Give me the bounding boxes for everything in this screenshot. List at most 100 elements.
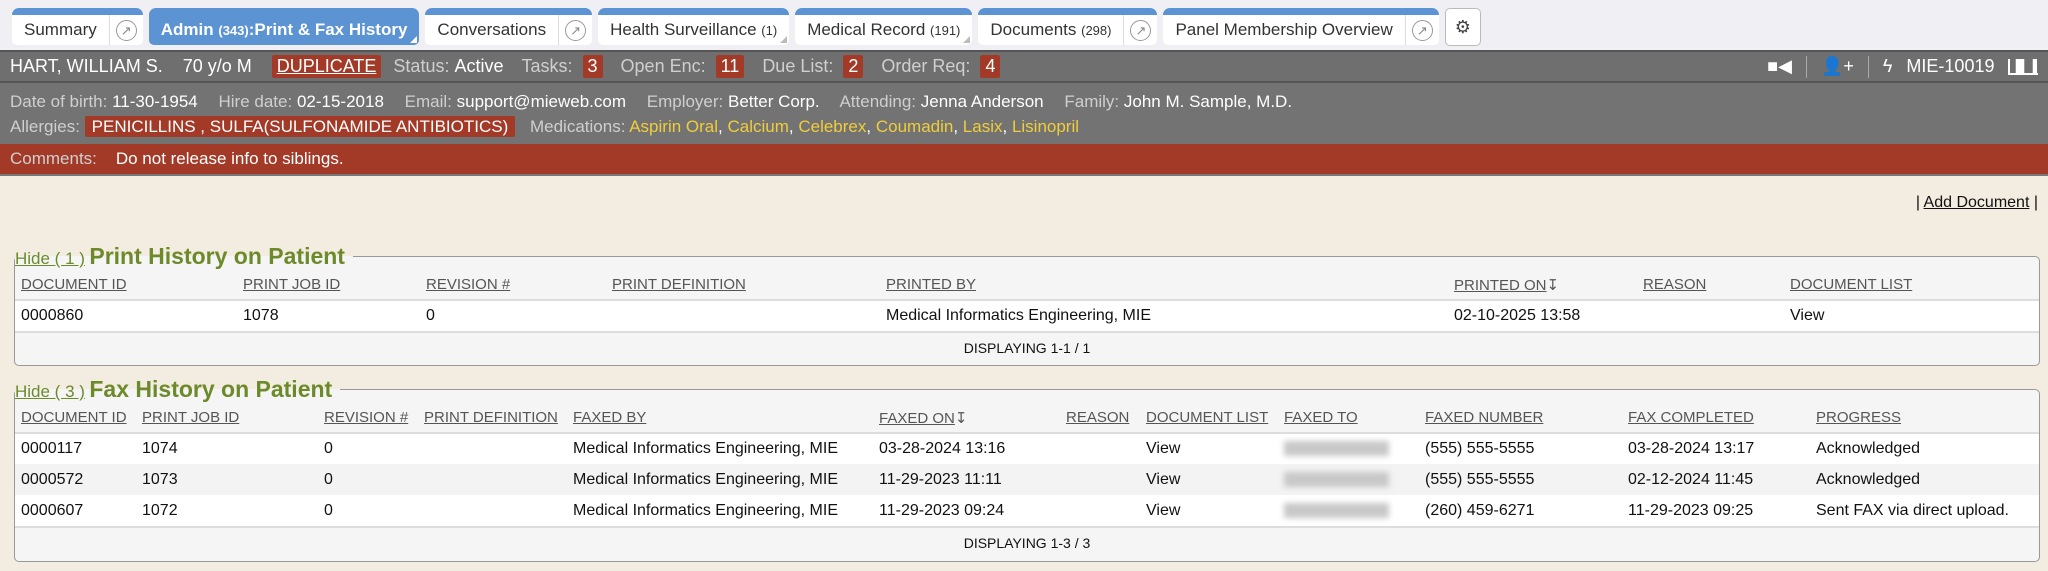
medication-item[interactable]: Lisinopril: [1011, 117, 1080, 136]
bar-chart-icon[interactable]: ▐▌▐: [2008, 58, 2038, 75]
column-header[interactable]: DOCUMENT ID: [15, 403, 136, 434]
table-row[interactable]: 0000607 1072 0 Medical Informatics Engineer…: [15, 495, 2039, 526]
column-header[interactable]: DOCUMENT LIST: [1140, 403, 1278, 434]
header-actions: ■◀ 👤+ ϟ MIE-10019 ▐▌▐: [1767, 52, 2038, 81]
column-header[interactable]: DOCUMENT LIST: [1784, 270, 2039, 301]
column-header-label: FAXED NUMBER: [1425, 409, 1544, 426]
table-cell: 11-29-2023 09:24: [873, 495, 1060, 526]
popout-icon[interactable]: ↗: [558, 15, 592, 45]
email-value: support@mieweb.com: [456, 92, 626, 111]
family-label: Family:: [1064, 92, 1120, 111]
hide-print-history-link[interactable]: Hide ( 1 ): [15, 249, 85, 268]
hire-value: 02-15-2018: [296, 92, 384, 111]
table-cell[interactable]: View: [1140, 433, 1278, 464]
column-header-label: PROGRESS: [1816, 409, 1902, 426]
table-cell[interactable]: View: [1140, 464, 1278, 495]
table-cell: 11-29-2023 09:25: [1622, 495, 1810, 526]
column-header[interactable]: FAXED BY: [567, 403, 873, 434]
due-list-badge[interactable]: 2: [843, 55, 864, 78]
column-header-label: PRINTED ON: [1454, 276, 1547, 294]
column-header[interactable]: PRINT DEFINITION: [418, 403, 567, 434]
table-cell: [418, 464, 567, 495]
tab-label: Admin (343):Print & Fax History: [149, 20, 420, 40]
table-cell: 03-28-2024 13:16: [873, 433, 1060, 464]
employer-value: Better Corp.: [728, 92, 820, 111]
column-header[interactable]: FAXED NUMBER: [1419, 403, 1622, 434]
popout-icon[interactable]: ↗: [1404, 15, 1439, 45]
print-history-section: Hide ( 1 ) Print History on Patient DOCU…: [14, 243, 2040, 366]
table-row[interactable]: 0000572 1073 0 Medical Informatics Engineer…: [15, 464, 2039, 495]
hide-fax-history-link[interactable]: Hide ( 3 ): [15, 382, 85, 401]
medication-item[interactable]: Calcium: [727, 117, 789, 136]
column-header[interactable]: FAX COMPLETED: [1622, 403, 1810, 434]
add-user-icon[interactable]: 👤+: [1820, 56, 1854, 76]
table-row[interactable]: 0000117 1074 0 Medical Informatics Engineer…: [15, 433, 2039, 464]
table-cell: [418, 495, 567, 526]
section-title: Print History on Patient: [89, 243, 345, 269]
tab-label: Panel Membership Overview: [1175, 20, 1393, 39]
table-cell[interactable]: View: [1784, 300, 2039, 331]
popout-icon[interactable]: ↗: [108, 15, 143, 45]
column-header-label: DOCUMENT ID: [21, 409, 127, 426]
tab-health-surveillance[interactable]: Health Surveillance (1): [598, 8, 790, 45]
column-header[interactable]: PRINT DEFINITION: [606, 270, 880, 301]
column-header[interactable]: PRINT JOB ID: [237, 270, 420, 301]
medication-item[interactable]: Celebrex: [798, 117, 867, 136]
tab-medical-record[interactable]: Medical Record (191): [795, 8, 973, 45]
table-cell: 0: [318, 433, 418, 464]
sort-desc-icon[interactable]: ↧: [1546, 276, 1560, 294]
duplicate-badge[interactable]: DUPLICATE: [271, 55, 382, 78]
medication-item[interactable]: Lasix: [962, 117, 1003, 136]
order-req-badge[interactable]: 4: [980, 55, 1001, 78]
open-enc-badge[interactable]: 11: [715, 55, 745, 78]
tab-panel-membership[interactable]: Panel Membership Overview ↗: [1163, 8, 1439, 45]
table-cell: Medical Informatics Engineering, MIE: [567, 464, 873, 495]
family-value: John M. Sample, M.D.: [1123, 92, 1293, 111]
column-header-label: PRINT DEFINITION: [424, 409, 558, 426]
add-document-link[interactable]: Add Document: [1923, 194, 2030, 211]
tab-conversations[interactable]: Conversations ↗: [425, 8, 593, 45]
medication-item[interactable]: Coumadin: [875, 117, 954, 136]
pagination-status: DISPLAYING 1-3 / 3: [15, 526, 2039, 556]
tab-count: (1): [761, 23, 778, 38]
patient-age-sex: 70 y/o M: [182, 56, 252, 76]
column-header[interactable]: DOCUMENT ID: [15, 270, 237, 301]
table-cell: 0000572: [15, 464, 136, 495]
column-header[interactable]: FAXED TO: [1278, 403, 1419, 434]
medication-item[interactable]: Aspirin Oral: [629, 117, 719, 136]
table-cell: 0: [420, 300, 606, 331]
tasks-badge[interactable]: 3: [582, 55, 603, 78]
column-header[interactable]: PRINT JOB ID: [136, 403, 318, 434]
dob-label: Date of birth:: [10, 92, 108, 111]
tab-bar: Summary ↗ Admin (343):Print & Fax History…: [0, 0, 2048, 52]
column-header-label: FAXED ON: [879, 409, 955, 427]
settings-gear-icon[interactable]: ⚙: [1444, 8, 1481, 46]
status-label: Status:: [393, 56, 450, 76]
tab-documents[interactable]: Documents (298) ↗: [978, 8, 1158, 45]
lightning-icon[interactable]: ϟ: [1882, 56, 1893, 76]
column-header-label: DOCUMENT LIST: [1790, 276, 1913, 293]
tab-summary[interactable]: Summary ↗: [12, 8, 143, 45]
column-header[interactable]: REASON: [1637, 270, 1784, 301]
tab-admin-print-fax[interactable]: Admin (343):Print & Fax History: [148, 8, 420, 45]
table-cell[interactable]: View: [1140, 495, 1278, 526]
sort-desc-icon[interactable]: ↧: [954, 409, 968, 427]
popout-icon[interactable]: ↗: [1123, 15, 1157, 45]
column-header[interactable]: PRINTED BY: [880, 270, 1448, 301]
status-value: Active: [454, 56, 504, 76]
table-row[interactable]: 0000860 1078 0 Medical Informatics Engineer…: [15, 300, 2039, 331]
column-header-label: REASON: [1643, 276, 1707, 293]
due-list-label: Due List:: [762, 56, 834, 76]
column-header[interactable]: PRINTED ON ↧: [1448, 270, 1637, 301]
video-camera-icon[interactable]: ■◀: [1767, 56, 1792, 76]
column-header-label: PRINTED BY: [886, 276, 977, 293]
column-header[interactable]: FAXED ON ↧: [873, 403, 1060, 434]
column-header[interactable]: REVISION #: [318, 403, 418, 434]
column-header[interactable]: REVISION #: [420, 270, 606, 301]
column-header-label: REVISION #: [426, 276, 511, 293]
column-header[interactable]: PROGRESS: [1810, 403, 2039, 434]
table-cell: [1060, 464, 1140, 495]
table-cell: [1637, 300, 1784, 331]
column-header[interactable]: REASON: [1060, 403, 1140, 434]
table-cell: [1060, 433, 1140, 464]
